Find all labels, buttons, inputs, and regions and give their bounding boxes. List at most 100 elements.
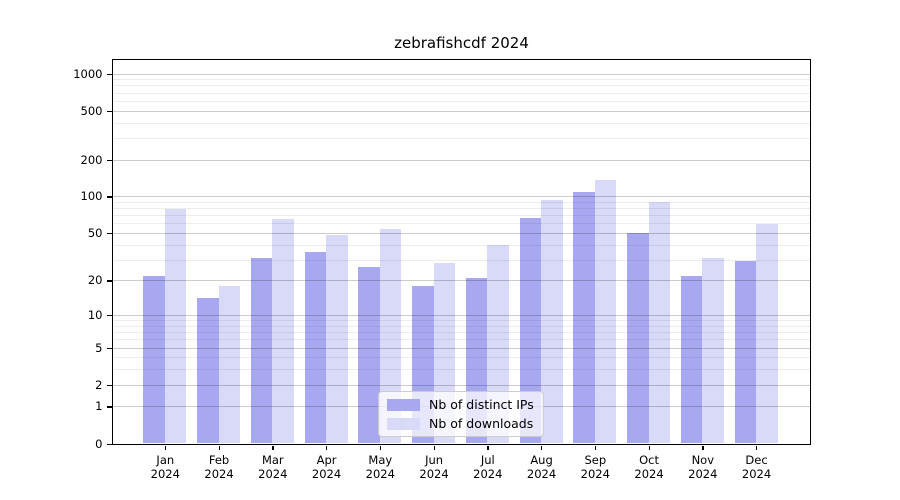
gridline-major-100 <box>112 196 810 198</box>
x-tick-label-jun: Jun 2024 <box>406 453 462 481</box>
legend-label-distinct-ips: Nb of distinct IPs <box>429 397 534 412</box>
y-tick-label-0: 0 <box>95 436 103 451</box>
y-tick-mark-1000 <box>106 73 112 75</box>
gridline-minor-40 <box>112 244 810 246</box>
bar-distinct-ips-may <box>358 267 380 444</box>
x-tick-year-aug: 2024 <box>526 467 557 481</box>
x-tick-month-dec: Dec <box>745 453 768 467</box>
x-tick-mark-jun <box>433 445 435 450</box>
x-tick-mark-sep <box>594 445 597 450</box>
bar-distinct-ips-feb <box>197 298 219 444</box>
chart-title: zebrafishcdf 2024 <box>394 34 529 52</box>
x-tick-year-mar: 2024 <box>258 467 288 481</box>
y-tick-label-50: 50 <box>87 225 103 240</box>
gridline-major-1000 <box>112 73 810 75</box>
x-tick-month-apr: Apr <box>316 453 337 467</box>
bar-downloads-nov <box>702 257 724 444</box>
x-tick-mark-nov <box>702 445 704 450</box>
bar-distinct-ips-dec <box>734 261 757 444</box>
y-tick-label-5: 5 <box>95 340 103 355</box>
bar-downloads-apr <box>326 235 348 444</box>
x-tick-month-sep: Sep <box>584 453 607 467</box>
y-tick-label-2: 2 <box>95 377 103 392</box>
x-tick-mark-feb <box>218 445 220 450</box>
y-tick-mark-100 <box>106 196 112 198</box>
x-tick-month-jul: Jul <box>480 453 495 467</box>
x-tick-year-dec: 2024 <box>741 467 772 481</box>
bar-distinct-ips-apr <box>304 251 327 444</box>
gridline-minor-400 <box>112 122 810 124</box>
y-tick-label-20: 20 <box>87 273 103 288</box>
bar-downloads-may <box>379 228 402 444</box>
bar-downloads-feb <box>218 285 241 444</box>
x-tick-label-sep: Sep 2024 <box>567 453 623 481</box>
y-tick-mark-5 <box>106 347 112 349</box>
x-tick-month-may: May <box>368 453 393 467</box>
gridline-minor-300 <box>112 137 810 139</box>
y-tick-label-1000: 1000 <box>73 66 103 81</box>
y-tick-label-10: 10 <box>87 308 103 323</box>
x-tick-label-jan: Jan 2024 <box>137 453 193 481</box>
x-tick-mark-dec <box>756 445 758 450</box>
x-tick-mark-oct <box>648 445 650 450</box>
bar-distinct-ips-sep <box>573 191 595 444</box>
x-tick-label-feb: Feb 2024 <box>191 453 247 481</box>
y-tick-label-100: 100 <box>80 189 103 204</box>
x-tick-label-may: May 2024 <box>352 453 408 481</box>
x-tick-year-may: 2024 <box>365 467 395 481</box>
gridline-major-200 <box>112 159 810 161</box>
gridline-minor-80 <box>112 208 810 210</box>
x-tick-label-dec: Dec 2024 <box>729 453 785 481</box>
y-tick-mark-1 <box>106 406 112 408</box>
y-tick-label-1: 1 <box>95 399 103 414</box>
x-tick-month-aug: Aug <box>530 453 553 467</box>
y-tick-mark-20 <box>106 280 112 282</box>
x-tick-year-jan: 2024 <box>150 467 180 481</box>
x-tick-month-jan: Jan <box>156 453 175 467</box>
bar-downloads-sep <box>594 179 617 444</box>
gridline-major-500 <box>112 110 810 112</box>
bar-downloads-oct <box>648 201 671 444</box>
gridline-minor-700 <box>112 92 810 94</box>
gridline-minor-90 <box>112 201 810 203</box>
x-tick-mark-mar <box>272 445 274 450</box>
bar-downloads-jan <box>164 208 187 444</box>
gridline-major-50 <box>112 232 810 234</box>
plot-area <box>111 58 811 445</box>
gridline-minor-60 <box>112 223 810 225</box>
x-tick-month-jun: Jun <box>425 453 444 467</box>
gridline-minor-70 <box>112 215 810 217</box>
bar-downloads-aug <box>541 200 563 444</box>
x-tick-label-jul: Jul 2024 <box>460 453 516 481</box>
legend-swatch-distinct-ips <box>387 398 420 411</box>
x-tick-month-oct: Oct <box>639 453 659 467</box>
y-tick-label-500: 500 <box>80 103 103 118</box>
y-tick-mark-200 <box>106 159 112 161</box>
bar-distinct-ips-nov <box>680 275 703 444</box>
bar-downloads-mar <box>272 219 294 444</box>
legend-swatch-downloads <box>387 417 420 430</box>
x-tick-label-nov: Nov 2024 <box>675 453 731 481</box>
legend-label-downloads: Nb of downloads <box>429 416 534 431</box>
x-tick-year-feb: 2024 <box>204 467 234 481</box>
y-tick-mark-500 <box>106 110 112 112</box>
x-tick-mark-apr <box>326 445 328 450</box>
x-tick-year-nov: 2024 <box>688 467 718 481</box>
bar-distinct-ips-oct <box>627 232 649 444</box>
legend: Nb of distinct IPs Nb of downloads <box>378 391 544 437</box>
y-tick-mark-0 <box>106 443 112 445</box>
legend-item-downloads: Nb of downloads <box>387 416 535 431</box>
y-tick-mark-50 <box>106 232 112 235</box>
gridline-minor-900 <box>112 79 810 81</box>
y-tick-mark-10 <box>106 315 112 317</box>
x-tick-month-feb: Feb <box>208 453 230 467</box>
x-tick-label-oct: Oct 2024 <box>621 453 677 481</box>
x-tick-label-mar: Mar 2024 <box>245 453 301 481</box>
legend-item-distinct-ips: Nb of distinct IPs <box>387 397 535 412</box>
x-tick-mark-may <box>379 445 382 450</box>
gridline-minor-600 <box>112 100 810 102</box>
x-tick-mark-aug <box>541 445 543 450</box>
x-tick-mark-jul <box>487 445 489 450</box>
x-tick-year-jul: 2024 <box>473 467 503 481</box>
